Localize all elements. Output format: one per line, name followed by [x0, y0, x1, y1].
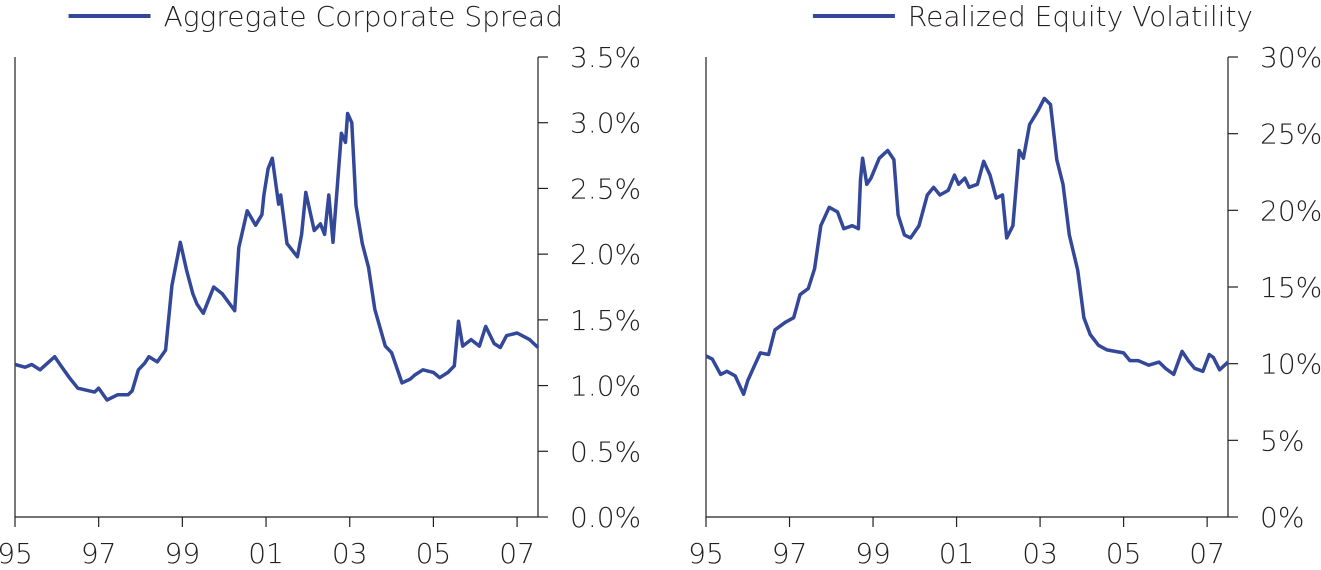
x-tick-label: 99 — [165, 537, 201, 570]
chart-panel: 0% 5% 10% 15% 20% 25% 30% 95 97 99 01 03 05 07 Realize… — [688, 0, 1321, 570]
y-tick-label: 15% — [1260, 271, 1321, 304]
y-tick-label: 1.5% — [570, 304, 641, 337]
y-tick-label: 2.5% — [570, 172, 641, 205]
x-tick-label: 07 — [1189, 537, 1225, 570]
y-tick-label: 10% — [1260, 348, 1321, 381]
y-tick-label: 3.0% — [570, 107, 641, 140]
y-tick-label: 20% — [1260, 194, 1321, 227]
x-tick-label: 97 — [81, 537, 117, 570]
y-tick-label: 0.5% — [570, 435, 641, 468]
y-tick-label: 5% — [1260, 424, 1304, 457]
x-tick-label: 05 — [1106, 537, 1142, 570]
series-line — [14, 111, 540, 402]
legend-item: Aggregate Corporate Spread — [68, 0, 563, 33]
x-tick-label: 03 — [1022, 537, 1058, 570]
legend-item: Realized Equity Volatility — [812, 0, 1253, 33]
chart-panel: 0.0% 0.5% 1.0% 1.5% 2.0% 2.5% 3.0% 3.5% 95 97 99 01… — [0, 0, 641, 570]
y-tick-label: 0% — [1260, 501, 1304, 534]
series-line — [705, 96, 1230, 397]
x-tick-label: 95 — [0, 537, 33, 570]
x-tick-label: 01 — [939, 537, 975, 570]
x-tick-label: 95 — [688, 537, 724, 570]
y-tick-label: 3.5% — [570, 41, 641, 74]
y-tick-label: 0.0% — [570, 501, 641, 534]
x-tick-label: 03 — [332, 537, 368, 570]
legend-label: Aggregate Corporate Spread — [164, 0, 563, 33]
x-tick-label: 99 — [855, 537, 891, 570]
legend-label: Realized Equity Volatility — [908, 0, 1253, 33]
y-tick-label: 1.0% — [570, 370, 641, 403]
x-tick-label: 07 — [499, 537, 535, 570]
y-tick-label: 2.0% — [570, 238, 641, 271]
y-tick-label: 25% — [1260, 118, 1321, 151]
y-tick-label: 30% — [1260, 41, 1321, 74]
x-tick-label: 97 — [772, 537, 808, 570]
x-tick-label: 01 — [248, 537, 284, 570]
x-tick-label: 05 — [416, 537, 452, 570]
